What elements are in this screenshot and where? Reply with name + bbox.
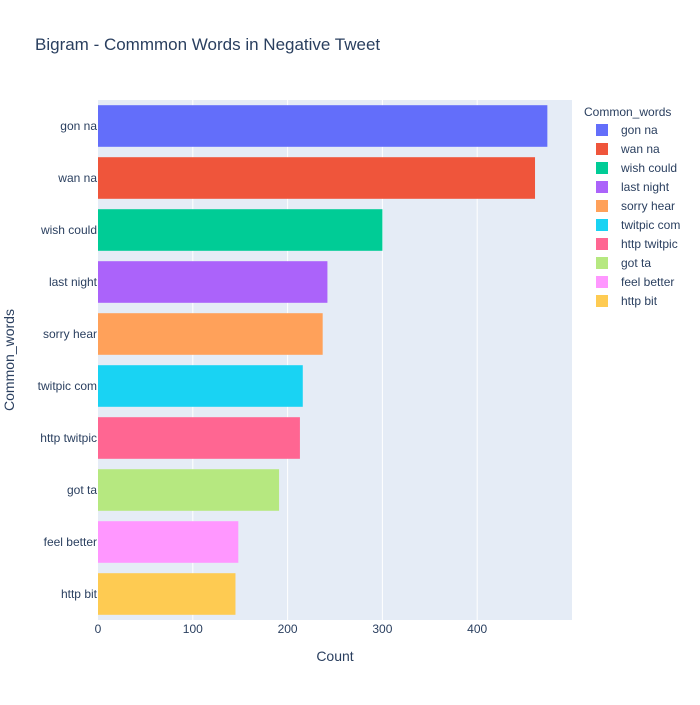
chart-title: Bigram - Commmon Words in Negative Tweet [35, 35, 380, 54]
legend-title: Common_words [584, 105, 671, 119]
bars [98, 105, 548, 615]
bar [98, 417, 300, 459]
legend-swatch [596, 143, 608, 155]
legend-swatch [596, 181, 608, 193]
legend-swatch [596, 276, 608, 288]
x-tick-label: 400 [467, 622, 487, 636]
x-tick-label: 100 [183, 622, 203, 636]
legend-item-label: last night [621, 180, 670, 194]
bar [98, 469, 280, 511]
y-tick-label: sorry hear [43, 327, 97, 341]
legend-swatch [596, 219, 608, 231]
y-axis-label: Common_words [1, 309, 17, 411]
legend-item-label: sorry hear [621, 199, 675, 213]
y-tick-label: twitpic com [38, 379, 97, 393]
y-tick-labels: gon na wan na wish could last night sorry he… [38, 119, 98, 601]
x-tick-label: 300 [372, 622, 392, 636]
y-tick-label: got ta [67, 483, 97, 497]
bar [98, 261, 328, 303]
y-tick-label: last night [49, 275, 98, 289]
y-tick-label: feel better [44, 535, 97, 549]
legend-swatch [596, 124, 608, 136]
bar [98, 573, 236, 615]
legend: Common_words gon na wan na wish could last … [584, 105, 680, 308]
x-axis-label: Count [316, 648, 353, 664]
legend-swatch [596, 200, 608, 212]
y-tick-label: wish could [40, 223, 97, 237]
legend-item-label: gon na [621, 123, 658, 137]
legend-item-label: http bit [621, 294, 658, 308]
x-tick-label: 200 [278, 622, 298, 636]
legend-item-label: http twitpic [621, 237, 678, 251]
legend-item-label: wan na [620, 142, 660, 156]
legend-swatch [596, 257, 608, 269]
legend-swatch [596, 295, 608, 307]
y-tick-label: http bit [61, 587, 98, 601]
legend-item-label: wish could [620, 161, 677, 175]
legend-swatch [596, 238, 608, 250]
legend-item-label: feel better [621, 275, 674, 289]
bar [98, 105, 548, 147]
y-tick-label: gon na [60, 119, 97, 133]
legend-item-label: got ta [621, 256, 651, 270]
y-tick-label: http twitpic [40, 431, 97, 445]
y-tick-label: wan na [57, 171, 97, 185]
bar [98, 313, 323, 355]
x-tick-labels: 0 100 200 300 400 [95, 622, 488, 636]
legend-swatch [596, 162, 608, 174]
bar [98, 157, 536, 199]
bar [98, 521, 239, 563]
bar [98, 209, 383, 251]
x-tick-label: 0 [95, 622, 102, 636]
legend-item-label: twitpic com [621, 218, 680, 232]
bar [98, 365, 303, 407]
